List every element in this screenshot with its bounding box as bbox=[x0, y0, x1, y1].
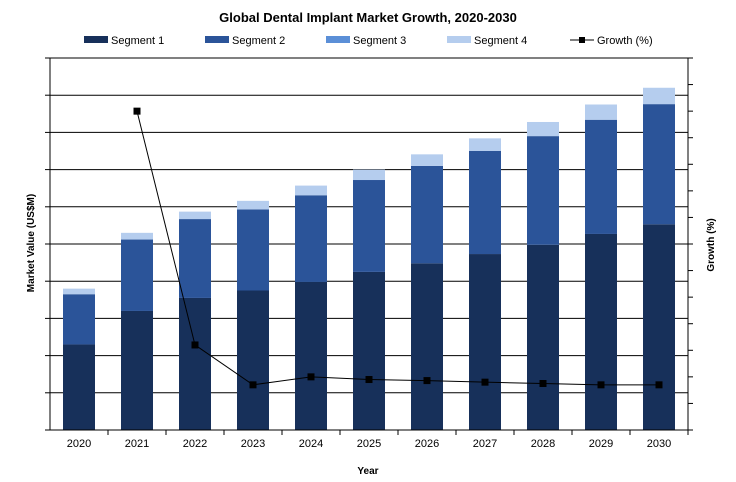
bar-segment-2 bbox=[585, 119, 617, 234]
legend-swatch bbox=[326, 36, 350, 43]
bar-segment-2 bbox=[411, 165, 443, 264]
x-tick-label: 2027 bbox=[473, 438, 497, 450]
bar-segment-4 bbox=[179, 211, 211, 220]
growth-line-path bbox=[136, 111, 659, 386]
bar-segment-1 bbox=[469, 254, 501, 430]
bars bbox=[63, 87, 675, 430]
legend-label: Segment 1 bbox=[111, 35, 164, 47]
bar-segment-1 bbox=[237, 290, 269, 430]
x-tick-label: 2025 bbox=[357, 438, 381, 450]
bar-segment-4 bbox=[585, 104, 617, 120]
x-tick-label: 2020 bbox=[67, 438, 91, 450]
legend: Segment 1 Segment 2 Segment 3 Segment 4 Grow… bbox=[84, 35, 653, 47]
x-tick-label: 2021 bbox=[125, 438, 149, 450]
bar-segment-2 bbox=[353, 180, 385, 272]
growth-point bbox=[365, 376, 373, 384]
bar-segment-2 bbox=[237, 209, 269, 291]
bar-segment-4 bbox=[121, 232, 153, 240]
bar-segment-2 bbox=[121, 239, 153, 311]
growth-point bbox=[133, 107, 141, 115]
legend-label: Segment 4 bbox=[474, 35, 527, 47]
bar-segment-2 bbox=[179, 219, 211, 298]
legend-line-marker bbox=[579, 37, 585, 43]
bar-segment-1 bbox=[121, 310, 153, 430]
bar-segment-2 bbox=[527, 136, 559, 245]
bar-segment-2 bbox=[295, 195, 327, 282]
bar-segment-1 bbox=[527, 244, 559, 430]
bar-segment-2 bbox=[63, 294, 95, 345]
y-axis-label: Market Value (US$M) bbox=[26, 194, 37, 292]
bar-segment-1 bbox=[585, 233, 617, 430]
bar-segment-4 bbox=[643, 87, 675, 105]
growth-point bbox=[655, 381, 663, 389]
x-tick-labels: 2020 2021 2022 2023 2024 2025 2026 2027 2028 2029… bbox=[67, 438, 671, 450]
x-tick-label: 2029 bbox=[589, 438, 613, 450]
bar-segment-2 bbox=[643, 104, 675, 225]
legend-swatch bbox=[205, 36, 229, 43]
bar-segment-4 bbox=[63, 288, 95, 295]
x-tick-label: 2022 bbox=[183, 438, 207, 450]
x-tick-label: 2028 bbox=[531, 438, 555, 450]
x-tick-label: 2024 bbox=[299, 438, 323, 450]
bar-segment-4 bbox=[527, 121, 559, 137]
bar-segment-1 bbox=[643, 224, 675, 430]
legend-label: Segment 3 bbox=[353, 35, 406, 47]
growth-point bbox=[597, 381, 605, 389]
growth-line bbox=[133, 107, 663, 389]
growth-point bbox=[191, 341, 199, 349]
axes bbox=[45, 57, 693, 435]
x-tick-label: 2026 bbox=[415, 438, 439, 450]
x-tick-label: 2023 bbox=[241, 438, 265, 450]
bar-segment-4 bbox=[411, 154, 443, 166]
chart-title: Global Dental Implant Market Growth, 202… bbox=[219, 10, 517, 25]
y2-axis-label: Growth (%) bbox=[706, 218, 717, 271]
legend-swatch bbox=[84, 36, 108, 43]
x-tick-label: 2030 bbox=[647, 438, 671, 450]
bar-segment-1 bbox=[411, 263, 443, 430]
bar-segment-2 bbox=[469, 151, 501, 255]
legend-label: Segment 2 bbox=[232, 35, 285, 47]
bar-segment-1 bbox=[353, 271, 385, 430]
growth-point bbox=[249, 381, 257, 389]
growth-point bbox=[539, 380, 547, 387]
bar-segment-1 bbox=[63, 344, 95, 430]
bar-segment-4 bbox=[353, 169, 385, 181]
bar-segment-1 bbox=[179, 297, 211, 430]
growth-point bbox=[307, 373, 315, 381]
legend-label: Growth (%) bbox=[597, 35, 653, 47]
bar-segment-4 bbox=[295, 185, 327, 196]
x-axis-label: Year bbox=[357, 466, 378, 477]
legend-swatch bbox=[447, 36, 471, 43]
growth-point bbox=[423, 377, 431, 385]
bar-segment-4 bbox=[237, 200, 269, 210]
bar-segment-1 bbox=[295, 281, 327, 430]
bar-segment-4 bbox=[469, 138, 501, 151]
growth-point bbox=[481, 378, 489, 386]
